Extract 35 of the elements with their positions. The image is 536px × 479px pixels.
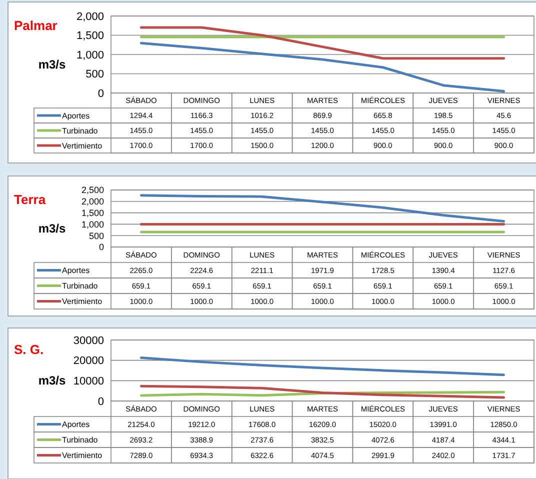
y-tick-label: 500 — [86, 68, 104, 81]
y-tick-label: 2,000 — [76, 10, 104, 23]
y-axis-title: m3/s — [38, 58, 66, 72]
y-tick-label: 2,000 — [81, 196, 104, 207]
legend-label: Aportes — [62, 111, 90, 120]
line-series — [140, 384, 506, 399]
legend-label: Vertimiento — [62, 451, 103, 460]
y-tick-label: 1,000 — [76, 49, 104, 62]
legend-label: Vertimiento — [62, 297, 103, 306]
y-tick-label: 20000 — [73, 355, 104, 368]
legend-label: Turbinado — [62, 126, 98, 136]
legend-label: Aportes — [62, 420, 90, 430]
y-tick-label: 0 — [98, 88, 104, 100]
y-axis-title: m3/s — [38, 222, 66, 236]
y-axis-title: m3/s — [38, 374, 66, 388]
line-series — [140, 356, 506, 376]
line-series — [140, 26, 506, 60]
chart-title: Terra — [14, 192, 46, 207]
legend-label: Turbinado — [62, 282, 98, 291]
y-tick-label: 0 — [98, 396, 104, 408]
legend-label: Turbinado — [62, 436, 98, 445]
line-series — [140, 194, 506, 223]
legend-label: Aportes — [62, 266, 90, 276]
y-tick-label: 1,500 — [76, 30, 104, 42]
y-tick-label: 10000 — [73, 376, 104, 388]
legend-label: Vertimiento — [62, 141, 103, 150]
line-series — [140, 42, 506, 92]
y-tick-label: 500 — [88, 230, 104, 241]
y-tick-label: 30000 — [73, 334, 104, 347]
chart-title: S. G. — [14, 342, 44, 357]
y-tick-label: 1,500 — [81, 208, 104, 218]
y-tick-label: 2,500 — [81, 185, 104, 196]
y-tick-label: 0 — [98, 242, 104, 252]
y-tick-label: 1,000 — [81, 219, 104, 230]
chart-title: Palmar — [14, 18, 58, 33]
